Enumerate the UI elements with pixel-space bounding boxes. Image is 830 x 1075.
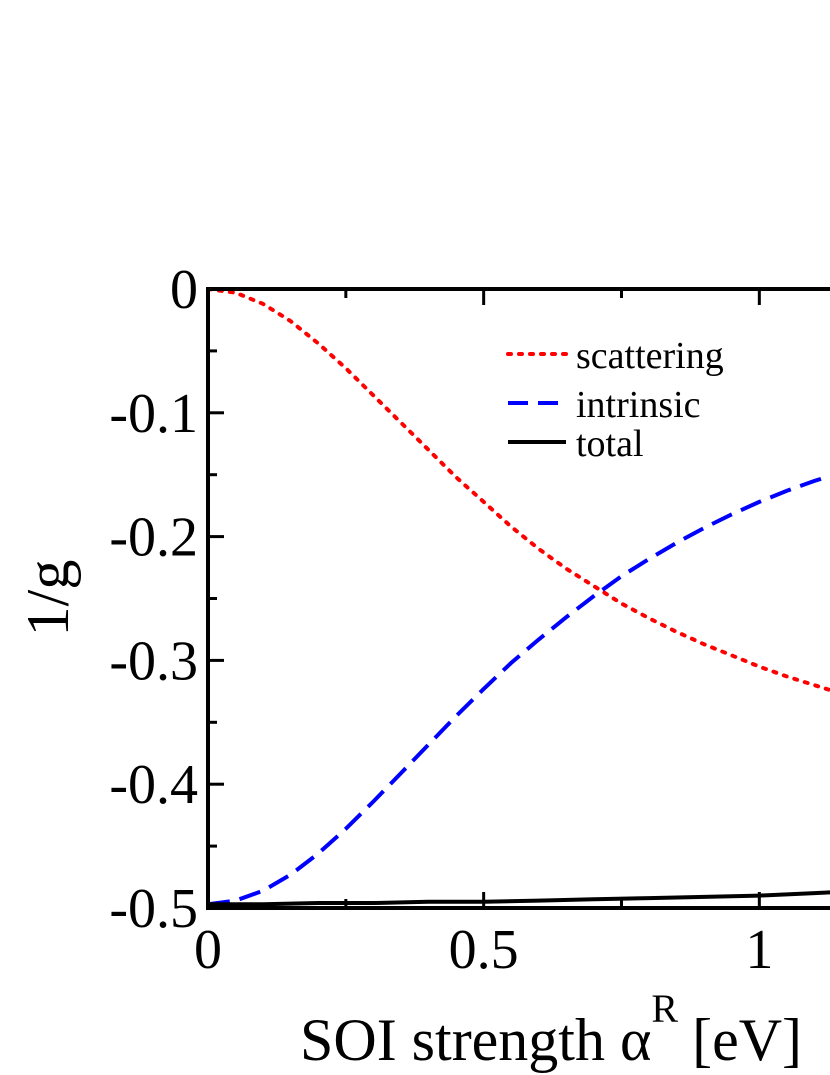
- legend-label-intrinsic: intrinsic: [576, 384, 701, 426]
- x-tick-label: 0.5: [449, 919, 519, 981]
- x-axis-title: SOI strength αR [eV]: [300, 986, 802, 1073]
- y-tick-label: -0.5: [109, 878, 198, 940]
- x-tick-label: 1: [745, 919, 773, 981]
- axes-layer: [206, 287, 830, 910]
- y-tick-label: -0.3: [109, 630, 198, 692]
- y-tick-label: 0: [170, 259, 198, 321]
- x-tick-label: 0: [194, 919, 222, 981]
- y-tick-label: -0.2: [109, 507, 198, 569]
- series-layer: [208, 289, 830, 907]
- legend-label-total: total: [576, 423, 644, 465]
- series-line-total: [208, 890, 830, 907]
- y-tick-label: -0.1: [109, 383, 198, 445]
- y-tick-label: -0.4: [109, 754, 198, 816]
- series-line-intrinsic: [208, 473, 830, 907]
- series-line-scattering: [208, 289, 830, 693]
- legend-label-scattering: scattering: [576, 335, 724, 377]
- y-axis-title: 1/g: [15, 560, 81, 637]
